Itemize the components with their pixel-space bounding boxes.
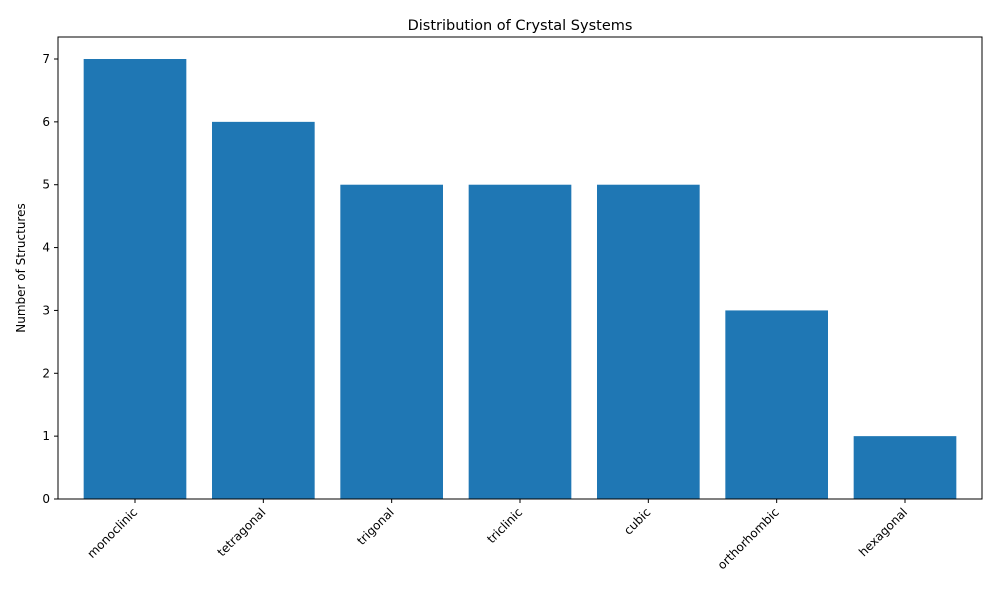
- plot-frame: [57, 36, 983, 500]
- x-tick-label-cubic: cubic: [621, 505, 653, 537]
- y-tick-label: 1: [42, 429, 50, 443]
- bar-tetragonal: [212, 121, 315, 499]
- y-axis: 0 1 2 3 4 5 6 7: [42, 52, 58, 506]
- bar-cubic: [597, 184, 700, 499]
- y-tick-label: 2: [42, 366, 50, 380]
- y-tick-label: 3: [42, 303, 50, 317]
- x-tick-label-monoclinic: monoclinic: [84, 505, 140, 561]
- y-tick-label: 0: [42, 492, 50, 506]
- x-tick-label-orthorhombic: orthorhombic: [715, 505, 782, 572]
- bar-monoclinic: [83, 59, 187, 499]
- chart-title: Distribution of Crystal Systems: [408, 18, 633, 34]
- bar-orthorhombic: [725, 310, 828, 499]
- x-tick-label-triclinic: triclinic: [484, 505, 525, 546]
- bar-hexagonal: [853, 436, 957, 499]
- y-tick-label: 4: [42, 241, 50, 255]
- x-tick-label-hexagonal: hexagonal: [856, 505, 910, 559]
- x-axis: monoclinic tetragonal trigonal triclinic cub…: [84, 499, 910, 572]
- x-tick-label-trigonal: trigonal: [354, 505, 397, 548]
- bars-group: [83, 59, 957, 499]
- bar-trigonal: [340, 184, 443, 499]
- y-tick-label: 7: [42, 52, 50, 66]
- x-tick-label-tetragonal: tetragonal: [214, 505, 268, 559]
- y-axis-label: Number of Structures: [14, 203, 28, 332]
- y-tick-label: 6: [42, 115, 50, 129]
- y-tick-label: 5: [42, 178, 50, 192]
- bar-triclinic: [468, 184, 572, 499]
